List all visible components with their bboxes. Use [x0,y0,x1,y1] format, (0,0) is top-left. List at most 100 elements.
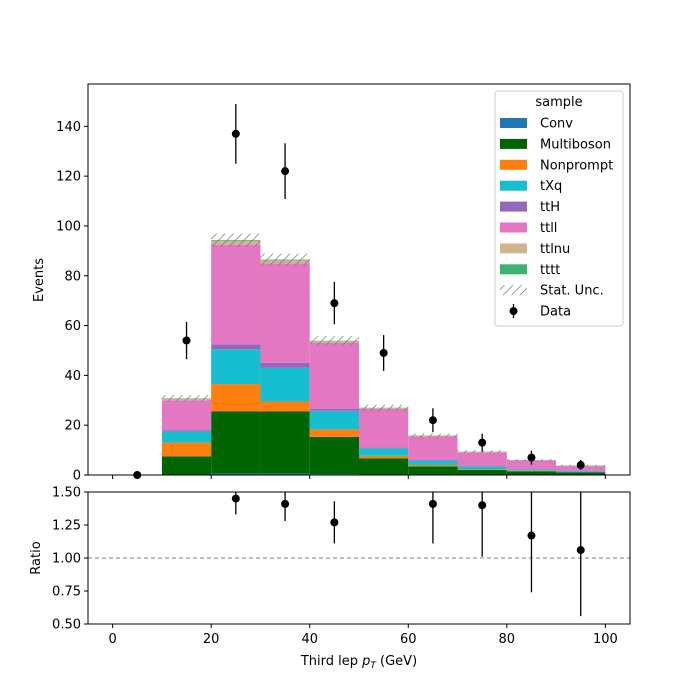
data-point [182,321,191,360]
bar-nonprompt [408,465,458,467]
y-tick-label: 120 [56,170,81,185]
main-x-ticks [112,475,606,479]
legend-item: ttH [500,200,560,215]
x-tick-label: 80 [499,632,516,647]
bar-txq [211,349,261,385]
y-tick-label: 80 [64,269,81,284]
ratio-point [330,501,339,544]
y-tick-label: 1.25 [52,519,81,534]
bar-nonprompt [457,469,507,471]
stacked-bars [161,240,606,475]
legend-swatch [500,285,527,296]
ratio-y-axis-label: Ratio [29,541,44,574]
bar-tth [309,409,359,411]
bar-txq [556,471,606,473]
legend-item: Multiboson [500,137,611,152]
legend-label: Nonprompt [540,158,613,173]
bar-txq [408,460,458,466]
ratio-point [478,492,487,557]
bar-txq [161,431,212,443]
stat-unc-band [359,404,409,411]
x-tick-label: 20 [203,632,220,647]
data-points [133,103,585,479]
legend-swatch [500,201,527,212]
legend-swatch [500,264,527,275]
bar-conv [211,473,261,475]
legend-item: Stat. Unc. [500,284,604,299]
bar-conv [260,473,310,475]
bar-multiboson [211,411,261,474]
bar-tth [211,344,261,350]
x-tick-label: 0 [108,632,116,647]
ratio-y-ticks: 0.50 0.75 1.00 1.25 1.50 [52,486,88,633]
bar-nonprompt [211,384,261,412]
legend-label: ttll [540,221,557,236]
ratio-panel: 0.500.751.001.251.50 0 20 40 60 80 100 Ratio … [29,486,631,671]
bar-txq [457,466,507,470]
main-y-axis-label: Events [32,258,47,302]
bar-ttll [506,460,557,470]
bar-multiboson [309,436,359,475]
bar-ttll [211,244,261,345]
bar-nonprompt [359,455,409,459]
legend-label: ttH [540,200,560,215]
y-tick-label: 0 [73,469,81,484]
legend-swatch [500,222,527,233]
bar-tth [260,362,310,368]
legend-item: Conv [500,117,573,132]
main-axes-frame [87,83,631,476]
bar-multiboson [359,458,409,475]
legend-swatch [500,180,527,191]
bar-txq [309,410,359,430]
legend-swatch [500,159,527,170]
legend-item: ttll [500,221,557,236]
data-point [231,103,240,164]
x-tick-label: 60 [400,632,417,647]
bar-txq [260,367,310,402]
ratio-point [428,492,437,544]
stat-unc-band [260,253,310,266]
legend-title: sample [535,95,582,110]
legend-item: tttt [500,263,560,278]
y-tick-label: 0.75 [52,585,81,600]
stat-unc-band [161,395,212,402]
bar-nonprompt [309,429,359,437]
legend-label: tttt [540,263,560,278]
main-y-ticks: 0 20 40 60 80 100 120 140 [56,120,88,484]
legend-label: Stat. Unc. [540,284,604,299]
bar-tth [359,447,409,449]
bar-ttll [408,436,458,461]
legend-label: ttlnu [540,242,570,257]
bar-ttll [457,452,507,467]
bar-ttll [161,400,212,431]
ratio-axes-frame [87,491,631,625]
bar-nonprompt [161,442,212,457]
bar-multiboson [457,470,507,475]
y-tick-label: 60 [64,319,81,334]
bar-tth [161,430,212,432]
bar-ttll [359,409,409,448]
y-tick-label: 0.50 [52,618,81,633]
bar-multiboson [556,472,606,475]
legend-label: tXq [540,179,562,194]
legend: sample Conv Multiboson Nonprompt tXq ttH ttll… [494,90,624,327]
bar-ttll [260,263,310,363]
data-point [330,281,339,325]
bar-txq [359,448,409,456]
bar-multiboson [260,411,310,474]
legend-label: Conv [540,117,573,132]
data-point [428,408,437,433]
y-tick-label: 20 [64,419,81,434]
ratio-point [576,492,585,617]
bar-txq [506,469,557,471]
ratio-x-ticks: 0 20 40 60 80 100 [108,624,618,647]
legend-marker [509,307,518,316]
legend-items: Conv Multiboson Nonprompt tXq ttH ttll ttlnu tt… [500,117,613,320]
y-tick-label: 140 [56,120,81,135]
stat-unc-band [211,233,261,247]
data-point [281,143,290,200]
legend-label: Data [540,305,571,320]
bar-multiboson [161,456,212,475]
ratio-point [231,492,240,515]
